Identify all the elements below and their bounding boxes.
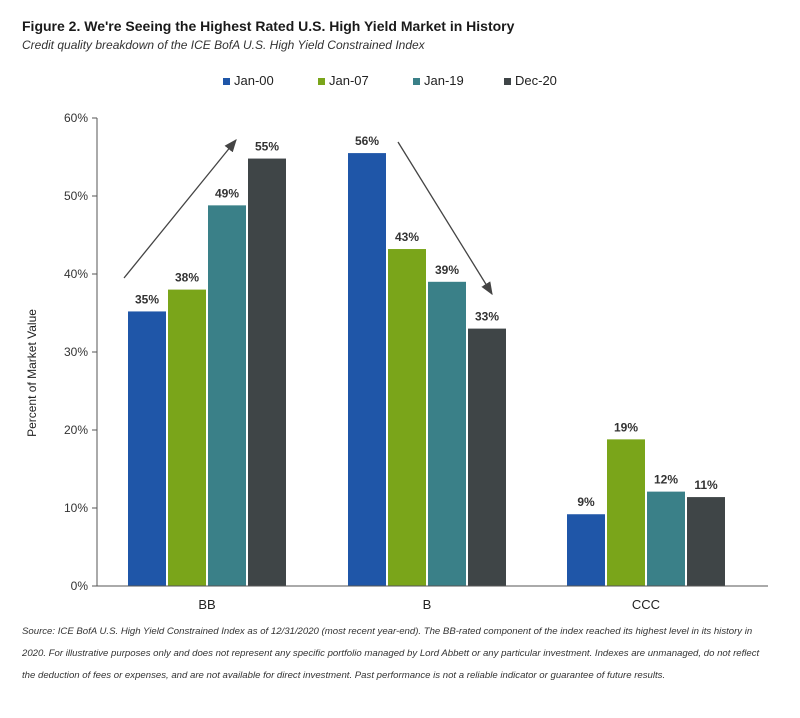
legend-label-jan-07: Jan-07	[329, 73, 369, 88]
bar-b-jan-00	[348, 153, 386, 586]
data-label-ccc-jan-00: 9%	[577, 495, 595, 509]
data-label-bb-jan-19: 49%	[215, 186, 239, 200]
bar-ccc-jan-19	[647, 491, 685, 586]
y-tick-label: 0%	[71, 579, 89, 593]
bar-b-jan-19	[428, 281, 466, 586]
data-label-b-jan-07: 43%	[395, 230, 419, 244]
data-label-ccc-jan-19: 12%	[654, 473, 678, 487]
bar-bb-jan-07	[168, 289, 206, 586]
data-label-bb-jan-00: 35%	[135, 292, 159, 306]
x-tick-label-bb: BB	[198, 597, 215, 612]
legend-label-dec-20: Dec-20	[515, 73, 557, 88]
bars	[128, 153, 725, 587]
data-label-ccc-dec-20: 11%	[694, 478, 718, 492]
bar-ccc-jan-07	[607, 439, 645, 586]
legend-swatch-jan-19	[413, 78, 420, 85]
bar-ccc-dec-20	[687, 497, 725, 586]
y-tick-label: 40%	[64, 267, 88, 281]
legend-swatch-dec-20	[504, 78, 511, 85]
y-tick-label: 60%	[64, 111, 88, 125]
x-axis: BB B CCC	[97, 585, 768, 612]
data-label-bb-jan-07: 38%	[175, 271, 199, 285]
bar-b-dec-20	[468, 328, 506, 586]
y-tick-label: 20%	[64, 423, 88, 437]
data-label-b-jan-00: 56%	[355, 134, 379, 148]
footnote: Source: ICE BofA U.S. High Yield Constra…	[22, 626, 760, 681]
trend-arrow-bb-up	[123, 138, 237, 279]
data-label-b-jan-19: 39%	[435, 263, 459, 277]
y-tick-label: 30%	[64, 345, 88, 359]
legend-label-jan-19: Jan-19	[424, 73, 464, 88]
figure-title: Figure 2. We're Seeing the Highest Rated…	[22, 18, 515, 34]
y-axis-label: Percent of Market Value	[25, 309, 39, 437]
trend-arrow-b-down	[397, 141, 493, 296]
y-tick-label: 50%	[64, 189, 88, 203]
data-label-bb-dec-20: 55%	[255, 140, 279, 154]
bar-bb-dec-20	[248, 158, 286, 586]
y-axis: 0% 10% 20% 30% 40% 50% 60%	[64, 111, 98, 593]
bar-ccc-jan-00	[567, 514, 605, 586]
legend-label-jan-00: Jan-00	[234, 73, 274, 88]
x-tick-label-ccc: CCC	[632, 597, 660, 612]
x-tick-label-b: B	[423, 597, 432, 612]
data-label-b-dec-20: 33%	[475, 310, 499, 324]
figure-subtitle: Credit quality breakdown of the ICE BofA…	[22, 38, 425, 52]
bar-b-jan-07	[388, 249, 426, 587]
legend-swatch-jan-07	[318, 78, 325, 85]
legend-swatch-jan-00	[223, 78, 230, 85]
bar-bb-jan-00	[128, 311, 166, 586]
y-tick-label: 10%	[64, 501, 88, 515]
bar-bb-jan-19	[208, 205, 246, 587]
data-label-ccc-jan-07: 19%	[614, 420, 638, 434]
legend: Jan-00 Jan-07 Jan-19 Dec-20	[223, 73, 557, 88]
bar-chart: Jan-00 Jan-07 Jan-19 Dec-20 0% 10% 20% 30% 40% 5…	[25, 73, 768, 612]
data-labels: 35% 56% 9% 38% 43% 19% 49% 39% 12% 55% 33% 11%	[135, 134, 718, 509]
